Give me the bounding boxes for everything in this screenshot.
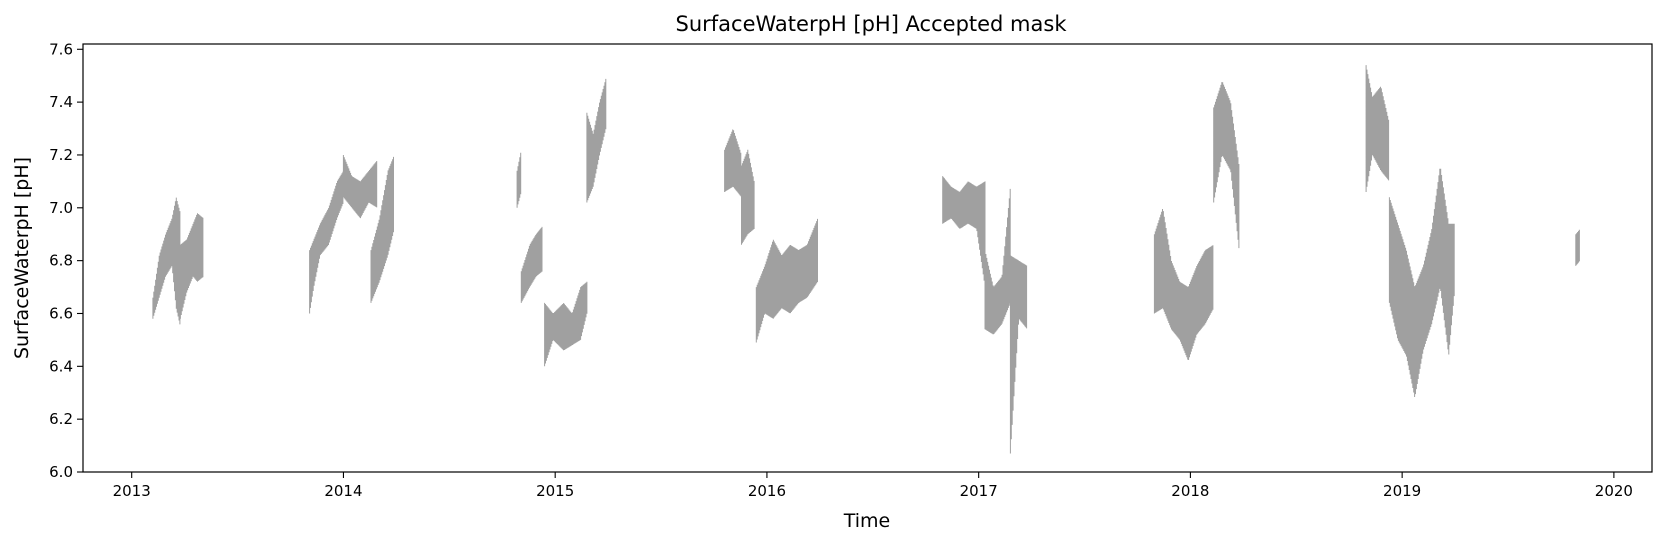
series-line [309, 171, 344, 314]
x-tick-label: 2014 [324, 482, 362, 500]
series-segment [544, 281, 588, 367]
series-segment [520, 226, 543, 303]
series-line [370, 156, 394, 303]
series-line [520, 226, 543, 303]
series-segment [342, 155, 378, 219]
series-line [342, 155, 378, 219]
series-line [724, 129, 742, 197]
y-tick-label: 6.8 [49, 252, 73, 270]
series-segment [152, 197, 181, 325]
series-line [179, 213, 204, 319]
x-tick-label: 2019 [1383, 482, 1421, 500]
series-segment [1575, 229, 1580, 266]
y-tick-label: 7.0 [49, 199, 73, 217]
series-line [942, 176, 986, 287]
series-line [1365, 65, 1390, 192]
series-line [1009, 255, 1028, 454]
series-segment [724, 129, 742, 197]
x-tick-label: 2013 [113, 482, 151, 500]
series-layer [152, 65, 1580, 454]
y-tick-label: 6.6 [49, 304, 73, 322]
y-tick-label: 7.2 [49, 146, 73, 164]
series-line [1153, 209, 1214, 360]
series-segment [942, 176, 986, 287]
chart-title: SurfaceWaterpH [pH] Accepted mask [676, 12, 1068, 36]
x-axis: 2013 2014 2015 2016 2017 2018 2019 2020 [113, 472, 1633, 500]
plot-frame [82, 43, 1653, 473]
y-tick-label: 6.2 [49, 410, 73, 428]
series-segment [1388, 168, 1455, 397]
series-segment [755, 218, 818, 343]
series-line [1388, 168, 1455, 397]
series-segment [984, 188, 1011, 335]
x-axis-label: Time [843, 510, 891, 532]
y-tick-label: 6.0 [49, 463, 73, 481]
series-segment [309, 171, 344, 314]
series-segment [1009, 255, 1028, 454]
x-tick-label: 2017 [960, 482, 998, 500]
series-line [586, 78, 607, 203]
y-axis: 6.0 6.2 6.4 6.6 6.8 7.0 7.2 7.4 7.6 [49, 40, 83, 481]
y-tick-label: 6.4 [49, 357, 73, 375]
y-tick-label: 7.4 [49, 93, 73, 111]
x-tick-label: 2015 [536, 482, 574, 500]
x-tick-label: 2020 [1595, 482, 1633, 500]
series-segment [179, 213, 204, 319]
series-line [516, 152, 522, 208]
series-line [544, 281, 588, 367]
series-line [755, 218, 818, 343]
series-segment [741, 149, 755, 245]
series-segment [1153, 209, 1214, 360]
series-line [1213, 82, 1240, 249]
series-segment [586, 78, 607, 203]
series-line [741, 149, 755, 245]
series-line [984, 188, 1011, 335]
series-segment [370, 156, 394, 303]
x-tick-label: 2016 [748, 482, 786, 500]
series-segment [1365, 65, 1390, 192]
series-line [1575, 229, 1580, 266]
plot-area [82, 43, 1653, 473]
series-segment [516, 152, 522, 208]
series-segment [1213, 82, 1240, 249]
y-tick-label: 7.6 [49, 40, 73, 58]
series-line [152, 197, 181, 325]
x-tick-label: 2018 [1171, 482, 1209, 500]
y-axis-label: SurfaceWaterpH [pH] [11, 157, 33, 359]
